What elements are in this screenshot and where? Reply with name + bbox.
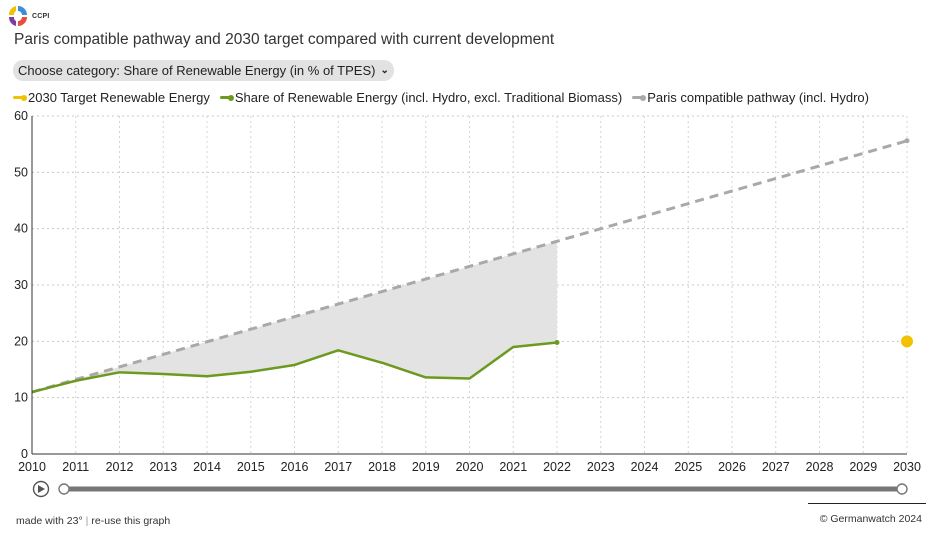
x-tick-label: 2028 [806,460,834,474]
x-tick-label: 2013 [149,460,177,474]
x-tick-label: 2022 [543,460,571,474]
y-tick-label: 60 [14,109,28,123]
x-tick-label: 2020 [456,460,484,474]
x-tick-label: 2024 [631,460,659,474]
x-tick-label: 2011 [62,460,89,474]
legend-label-paris-pathway: Paris compatible pathway (incl. Hydro) [647,90,869,105]
legend-swatch-paris-pathway [632,94,647,101]
legend-item-target[interactable]: 2030 Target Renewable Energy [13,90,210,105]
slider-handle-end[interactable] [896,483,908,495]
chart-title: Paris compatible pathway and 2030 target… [14,31,555,48]
x-tick-label: 2026 [718,460,746,474]
x-tick-label: 2030 [893,460,921,474]
x-tick-label: 2018 [368,460,396,474]
category-dropdown[interactable]: Choose category: Share of Renewable Ener… [13,60,394,81]
legend-item-renewable-share[interactable]: Share of Renewable Energy (incl. Hydro, … [219,90,623,105]
legend: 2030 Target Renewable Energy Share of Re… [13,90,879,105]
x-tick-label: 2021 [499,460,527,474]
legend-swatch-target [13,94,27,101]
copyright: © Germanwatch 2024 [819,513,922,525]
x-tick-label: 2019 [412,460,440,474]
renewable-share-line [31,341,558,394]
footer-credits: made with 23° | re-use this graph [16,515,171,527]
chevron-down-icon: ⌄ [380,65,389,76]
x-tick-label: 2027 [762,460,790,474]
renewable-share-end-point [554,339,560,345]
x-tick-label: 2012 [106,460,134,474]
legend-label-target: 2030 Target Renewable Energy [28,90,210,105]
slider-handle-start[interactable] [58,483,70,495]
ccpi-logo: CCPI [8,5,50,27]
x-tick-label: 2014 [193,460,221,474]
legend-label-renewable-share: Share of Renewable Energy (incl. Hydro, … [234,90,623,105]
x-tick-label: 2017 [324,460,352,474]
series-layer [31,138,913,394]
paris-pathway-end-point [904,138,910,144]
play-icon [38,485,45,493]
x-tick-label: 2023 [587,460,615,474]
logo-text: CCPI [32,12,50,20]
y-tick-label: 20 [14,334,28,348]
x-tick-label: 2025 [674,460,702,474]
grid-layer [32,115,908,454]
made-with-link[interactable]: made with 23° [16,515,83,527]
legend-item-paris-pathway[interactable]: Paris compatible pathway (incl. Hydro) [632,90,869,105]
y-tick-label: 0 [21,447,28,461]
time-slider[interactable] [32,480,908,498]
footer-divider [808,503,926,504]
reuse-link[interactable]: re-use this graph [91,515,171,527]
category-dropdown-label: Choose category: Share of Renewable Ener… [18,63,376,78]
ccpi-logo-icon [8,6,27,26]
x-tick-label: 2016 [281,460,309,474]
y-tick-label: 50 [14,165,28,179]
y-tick-label: 40 [14,222,28,236]
legend-swatch-renewable-share [219,94,234,101]
x-tick-label: 2015 [237,460,265,474]
y-tick-label: 10 [14,391,28,405]
x-tick-label: 2010 [18,460,46,474]
target-2030-point[interactable] [901,335,913,348]
x-tick-label: 2029 [849,460,877,474]
paris-pathway-line [31,139,908,394]
y-tick-label: 30 [14,278,28,292]
